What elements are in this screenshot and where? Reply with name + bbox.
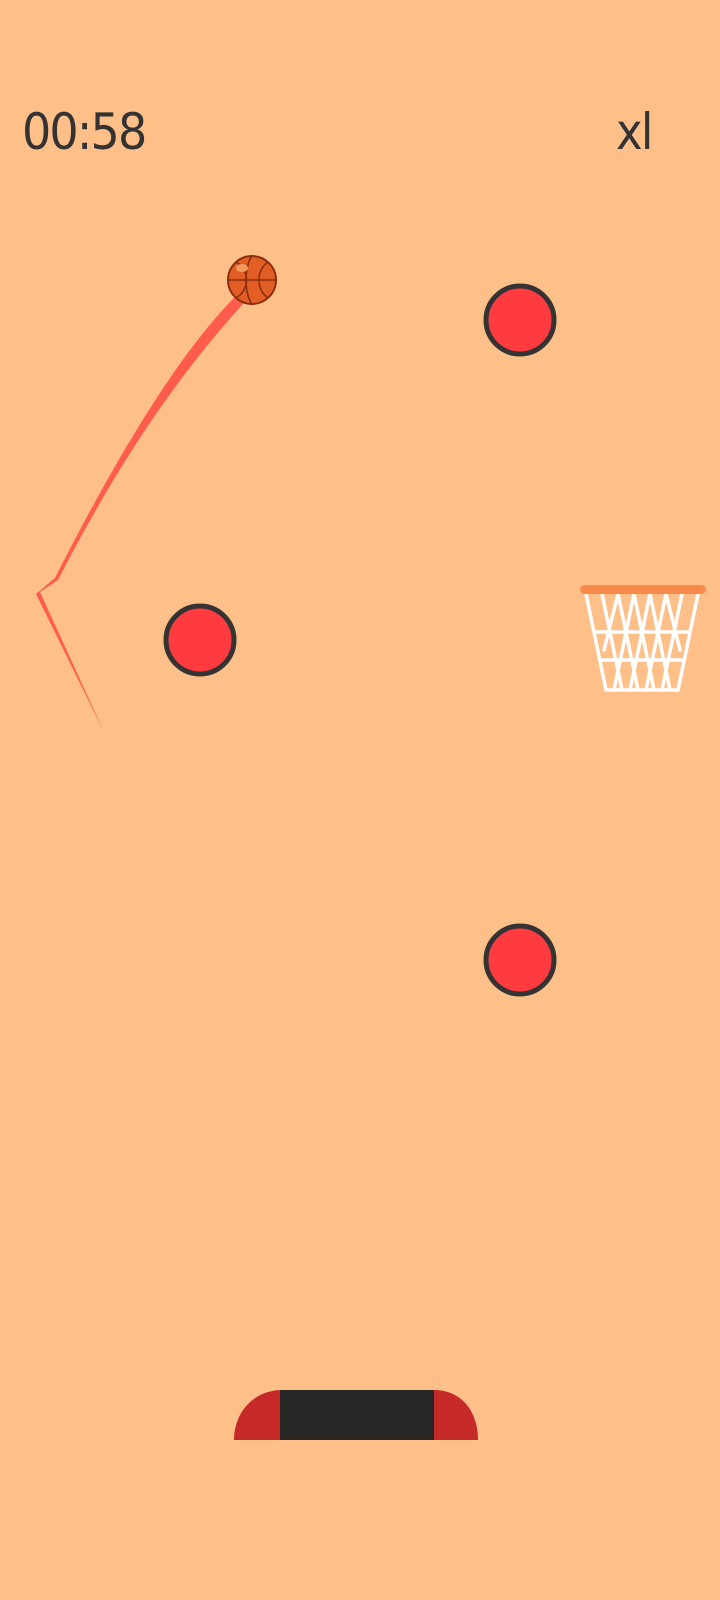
obstacle-peg [163,603,237,677]
basketball-icon [227,255,277,305]
score-multiplier: xl [616,103,653,161]
basketball-hoop-icon [580,585,706,692]
paddle[interactable] [234,1390,478,1440]
timer-display: 00:58 [22,103,147,161]
obstacle-peg [483,923,557,997]
obstacle-peg [483,283,557,357]
